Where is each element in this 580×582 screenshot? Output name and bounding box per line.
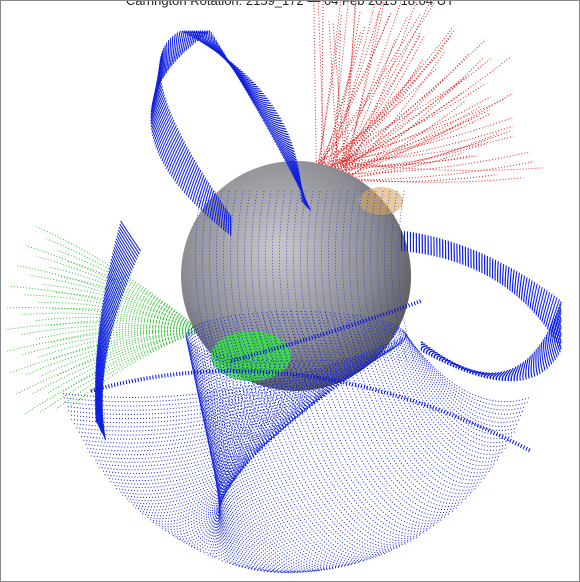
blue-petal — [401, 251, 561, 381]
green-field-line — [25, 331, 201, 414]
blue-petal — [401, 236, 561, 375]
viewer-frame: Carrington Rotation: 2159_172 — 04 Feb 2… — [0, 0, 580, 582]
green-field-line — [61, 277, 201, 331]
red-field-line — [338, 177, 524, 182]
red-field-line — [345, 1, 387, 170]
red-field-line — [320, 2, 435, 163]
red-field-line — [342, 97, 490, 162]
red-field-line — [333, 117, 514, 161]
blue-petal — [401, 234, 561, 374]
blue-petal — [401, 250, 561, 380]
blue-field-line — [199, 348, 248, 568]
blue-petal — [401, 235, 561, 375]
blue-petal — [401, 238, 561, 376]
blue-field-line — [198, 357, 239, 551]
blue-petal — [401, 234, 561, 374]
red-field-line — [319, 99, 506, 165]
red-field-line — [323, 15, 408, 180]
red-field-line — [346, 31, 421, 161]
blue-petal — [401, 239, 561, 376]
orange-region — [359, 187, 403, 215]
green-field-line — [46, 239, 201, 331]
green-field-line — [54, 331, 201, 359]
blue-petal — [401, 236, 561, 375]
blue-field-line — [393, 324, 510, 442]
red-field-line — [346, 152, 531, 174]
red-field-line — [344, 130, 512, 176]
blue-petal — [401, 235, 561, 374]
green-field-line — [56, 331, 201, 409]
red-field-line — [316, 11, 392, 168]
blue-petal — [401, 238, 561, 375]
page: Carrington Rotation: 2159_172 — 04 Feb 2… — [0, 0, 580, 582]
blue-petal — [401, 250, 561, 381]
blue-field-line — [219, 354, 220, 559]
red-field-line — [341, 136, 513, 161]
blue-field-line — [385, 321, 503, 454]
field-visualization — [1, 1, 579, 581]
red-field-line — [341, 35, 425, 173]
red-field-line — [314, 1, 317, 162]
green-field-line — [42, 331, 201, 375]
blue-petal — [401, 235, 561, 374]
red-field-line — [321, 1, 323, 176]
blue-field-line — [406, 335, 530, 402]
green-field-line — [68, 262, 201, 331]
red-field-line — [319, 126, 512, 169]
blue-petal — [401, 239, 561, 376]
blue-petal — [401, 237, 561, 375]
blue-petal — [401, 237, 561, 375]
blue-petal — [401, 247, 561, 379]
